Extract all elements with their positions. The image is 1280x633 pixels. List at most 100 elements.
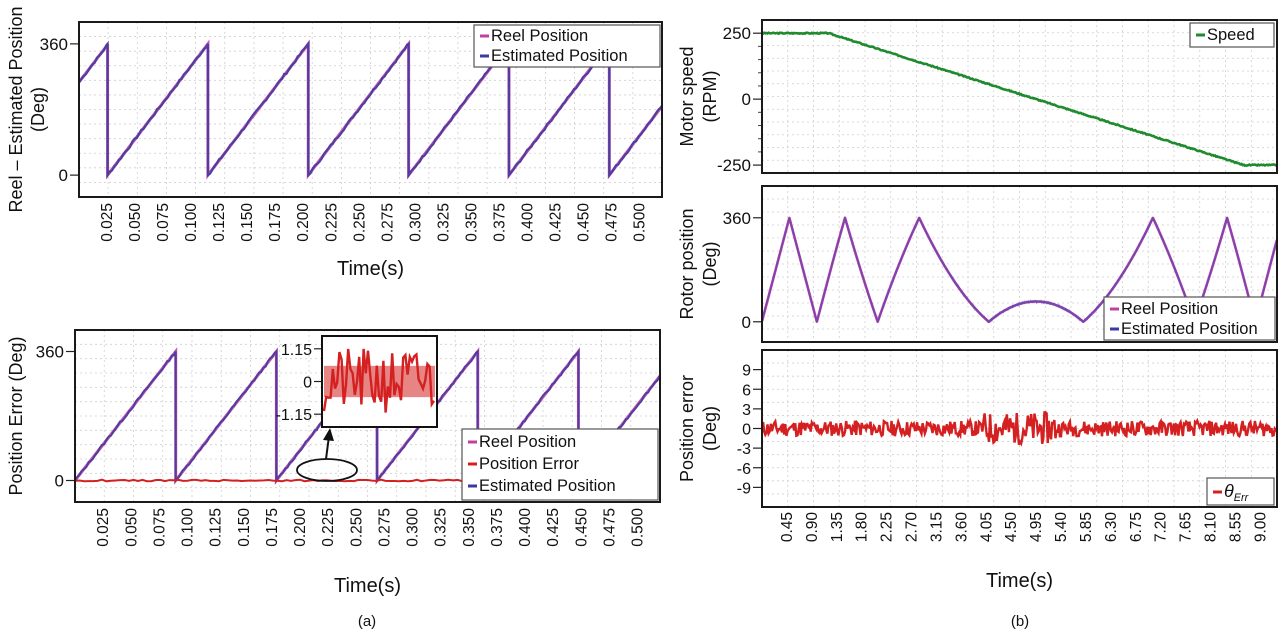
- legend: θErr: [1206, 477, 1275, 506]
- legend-label: Reel Position: [1121, 300, 1218, 318]
- x-tick-label: 7.65: [1178, 512, 1195, 542]
- grid: [762, 350, 1277, 507]
- y-tick-label: 360: [723, 209, 751, 228]
- x-tick-label: 0.375: [491, 203, 508, 242]
- y-axis-label: (RPM): [700, 71, 720, 123]
- x-tick-label: 0.250: [348, 508, 365, 547]
- inset-y-tick-label: -1.15: [276, 407, 313, 424]
- x-tick-label: 0.225: [323, 203, 340, 242]
- x-tick-label: 4.95: [1028, 512, 1045, 542]
- x-tick-label: 0.90: [804, 512, 821, 543]
- y-tick-label: 360: [36, 343, 64, 362]
- y-tick-label: 0: [742, 313, 751, 332]
- x-tick-label: 0.400: [519, 203, 536, 242]
- legend-label: Estimated Position: [479, 477, 616, 495]
- y-axis-label: Reel – Estimated Position: [6, 6, 26, 212]
- x-tick-label: 8.10: [1203, 512, 1220, 543]
- legend: Reel Position Estimated Position: [1103, 296, 1276, 341]
- legend-label: Reel Position: [491, 27, 588, 45]
- legend-box: [1103, 296, 1276, 341]
- y-tick-label: 0: [59, 166, 68, 185]
- x-tick-label: 0.025: [95, 508, 112, 547]
- x-tick-label: 0.450: [573, 508, 590, 547]
- legend-label: Reel Position: [479, 433, 576, 451]
- y-tick-label: 0: [742, 90, 751, 109]
- x-tick-label: 0.125: [208, 508, 225, 547]
- x-tick-label: 2.70: [904, 512, 921, 543]
- x-tick-label: 0.500: [632, 203, 649, 242]
- x-tick-label: 0.500: [630, 508, 647, 547]
- x-tick-label: 0.375: [489, 508, 506, 547]
- legend-box: [461, 428, 659, 501]
- inset-frame: [321, 335, 438, 428]
- y-tick-label: -6: [737, 461, 751, 478]
- series-layer: [79, 39, 662, 180]
- x-tick-label: 8.55: [1227, 512, 1244, 542]
- x-tick-label: 6.30: [1103, 512, 1120, 543]
- y-tick-label: 0: [55, 472, 64, 491]
- x-tick-label: 6.75: [1128, 512, 1145, 542]
- x-tick-label: 0.450: [576, 203, 593, 242]
- legend-label: Estimated Position: [1121, 320, 1258, 338]
- x-tick-label: 0.200: [295, 203, 312, 242]
- x-tick-label: 4.05: [978, 512, 995, 542]
- legend-label: Speed: [1207, 26, 1255, 44]
- y-axis-label: (Deg): [28, 87, 48, 132]
- x-tick-label: 3.60: [953, 512, 970, 543]
- inset-series-error-band: [324, 365, 435, 398]
- x-tick-label: 1.80: [854, 512, 871, 543]
- x-tick-label: 5.85: [1078, 512, 1095, 542]
- y-axis-label: (Deg): [700, 406, 720, 451]
- legend-label: Estimated Position: [491, 47, 628, 65]
- legend: Reel Position Position Error Estimated Pos…: [461, 428, 659, 501]
- x-tick-label: 0.425: [545, 508, 562, 547]
- x-tick-label: 0.425: [547, 203, 564, 242]
- x-tick-label: 0.325: [435, 203, 452, 242]
- legend-box: [473, 24, 661, 68]
- x-tick-label: 9.00: [1252, 512, 1269, 543]
- x-tick-label: 0.275: [376, 508, 393, 547]
- series-estimated-position: [79, 40, 662, 179]
- x-tick-label: 0.025: [99, 203, 116, 242]
- series-layer: [762, 411, 1277, 447]
- y-axis-label: Motor speed: [677, 46, 697, 146]
- plot-position-error-b: 9 6 3 0 -3 -6 -9 0.45 0.90 1.35 1.80 2.25 2.70 3.15 3.…: [677, 349, 1278, 592]
- x-tick-label: 0.275: [379, 203, 396, 242]
- x-tick-label: 0.075: [151, 508, 168, 547]
- plot-frame: [761, 185, 1278, 343]
- x-tick-label: 0.225: [320, 508, 337, 547]
- x-tick-label: 0.200: [292, 508, 309, 547]
- y-tick-label: -250: [717, 156, 751, 175]
- x-tick-label: 0.350: [463, 203, 480, 242]
- x-axis-label: Time(s): [334, 575, 401, 597]
- x-tick-label: 0.45: [779, 512, 796, 542]
- x-axis-label: Time(s): [986, 570, 1053, 592]
- y-axis-label: Rotor position: [677, 208, 697, 319]
- x-axis-label: Time(s): [337, 258, 404, 280]
- legend: Speed: [1189, 22, 1275, 48]
- legend: Reel Position Estimated Position: [473, 24, 661, 68]
- x-tick-label: 0.300: [405, 508, 422, 547]
- x-tick-label: 0.150: [236, 508, 253, 547]
- plot-frame: [761, 349, 1278, 508]
- x-tick-label: 0.325: [433, 508, 450, 547]
- y-tick-label: 250: [723, 24, 751, 43]
- y-tick-label: -9: [737, 480, 751, 497]
- plot-frame: [74, 329, 661, 503]
- x-tick-label: 4.50: [1003, 512, 1020, 543]
- plot-reel-vs-estimated-position: 0 360 0.025 0.050 0.075 0.100 0.125 0.150 0.175 0…: [6, 6, 663, 280]
- x-tick-label: 0.150: [239, 203, 256, 242]
- x-tick-label: 5.40: [1053, 512, 1070, 543]
- y-tick-label: -3: [737, 441, 751, 458]
- x-tick-label: 0.250: [351, 203, 368, 242]
- plot-frame: [761, 19, 1278, 174]
- x-tick-label: 0.075: [155, 203, 172, 242]
- plot-position-error: 0 360 0.025 0.050 0.075 0.100 0.125 0.150 0.175 0…: [6, 329, 661, 597]
- y-tick-label: 9: [742, 363, 751, 380]
- y-axis-label: Position Error (Deg): [6, 336, 26, 495]
- x-tick-label: 0.175: [267, 203, 284, 242]
- series-theta-err: [762, 411, 1277, 447]
- zoom-arrow-head: [323, 428, 334, 441]
- x-tick-label: 0.125: [211, 203, 228, 242]
